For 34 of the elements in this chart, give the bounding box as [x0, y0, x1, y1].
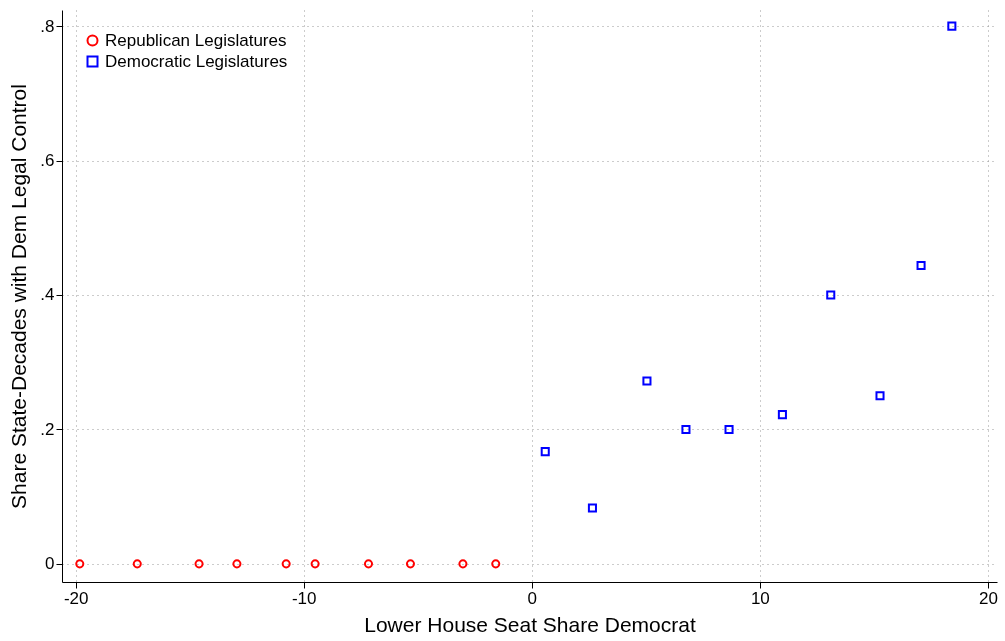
point	[363, 559, 374, 569]
point	[777, 410, 787, 420]
point	[281, 559, 291, 569]
point	[681, 424, 691, 434]
point	[587, 503, 597, 513]
point	[232, 559, 242, 569]
x-tick-label: 20	[978, 588, 998, 608]
x-tick-label: -20	[63, 588, 89, 608]
x-axis-title: Lower House Seat Share Democrat	[364, 612, 696, 636]
legend-label: Democratic Legislatures	[105, 51, 288, 71]
point	[724, 424, 734, 434]
y-tick-label: .6	[40, 151, 55, 171]
point	[540, 447, 550, 457]
point	[310, 559, 320, 569]
point	[194, 559, 204, 569]
point	[405, 559, 415, 569]
y-tick-label: .8	[40, 16, 55, 36]
y-tick-label: 0	[45, 554, 55, 574]
point	[75, 559, 85, 569]
x-tick-label: 10	[750, 588, 770, 608]
legend-label: Republican Legislatures	[105, 30, 287, 50]
point	[916, 260, 926, 270]
point	[947, 21, 957, 31]
point	[875, 391, 885, 401]
point	[642, 376, 652, 386]
x-tick-label: -10	[291, 588, 317, 608]
x-tick-label: 0	[527, 588, 538, 608]
point	[826, 290, 836, 300]
point	[491, 559, 501, 569]
point	[132, 559, 142, 569]
y-tick-label: .2	[40, 419, 55, 439]
y-axis-title: Share State-Decades with Dem Legal Control	[7, 84, 31, 509]
point	[458, 559, 468, 569]
y-tick-label: .4	[40, 285, 55, 305]
